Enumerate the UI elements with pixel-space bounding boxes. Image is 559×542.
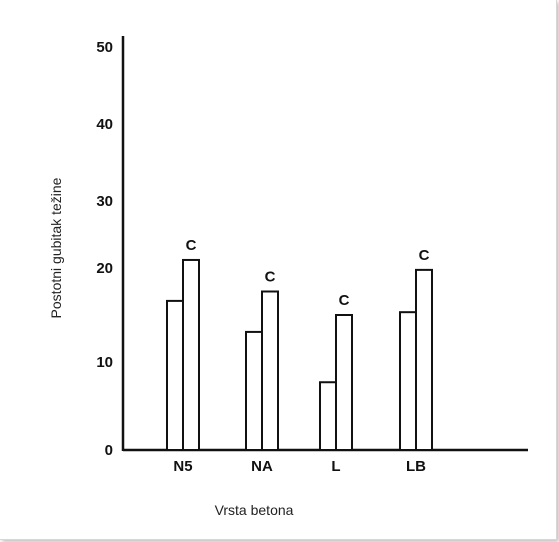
bar-lb-series-1 (399, 311, 417, 451)
category-label-lb: LB (406, 458, 426, 475)
y-tick-label-50: 50 (96, 39, 113, 56)
category-labels: N5 NA L LB (173, 458, 426, 475)
bar-na-series-1 (245, 330, 263, 452)
bar-annotation-lb: C (419, 247, 430, 264)
bar-annotation-l: C (339, 292, 350, 309)
y-tick-label-20: 20 (96, 260, 113, 277)
category-label-n5: N5 (173, 458, 192, 475)
y-tick-label-40: 40 (96, 116, 113, 133)
y-tick-labels: 0 10 20 30 40 50 (96, 39, 113, 459)
bar-annotation-na: C (265, 269, 276, 286)
bar-l-series-1 (319, 381, 337, 451)
y-tick-label-10: 10 (96, 354, 113, 371)
y-tick-label-0: 0 (105, 442, 113, 459)
bar-lb-series-2 (415, 268, 433, 451)
bar-n5-series-2 (182, 258, 200, 451)
x-axis-title: Vrsta betona (215, 502, 294, 518)
bar-l-series-2 (335, 314, 353, 451)
bar-na-series-2 (261, 290, 279, 451)
bars (166, 258, 433, 452)
bar-annotations: C C C C (186, 237, 430, 309)
y-tick-label-30: 30 (96, 193, 113, 210)
category-label-l: L (331, 458, 340, 475)
y-axis-title: Postotni gubitak težine (48, 177, 64, 318)
category-label-na: NA (251, 458, 273, 475)
bar-annotation-n5: C (186, 237, 197, 254)
bar-n5-series-1 (166, 299, 184, 451)
